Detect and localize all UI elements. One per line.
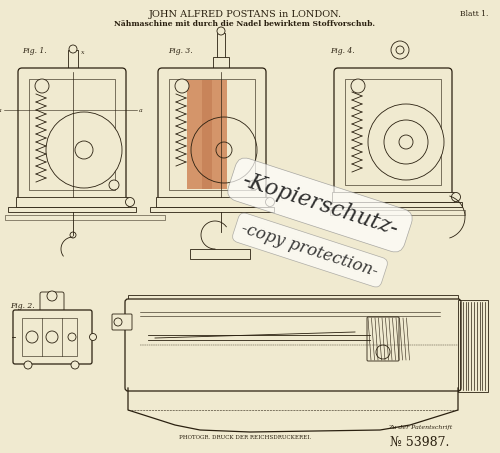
Text: PHOTOGR. DRUCK DER REICHSDRUCKEREI.: PHOTOGR. DRUCK DER REICHSDRUCKEREI. (179, 435, 311, 440)
Bar (29, 79, 115, 190)
Bar (332, 192, 454, 202)
Bar (68, 50, 78, 72)
Bar (324, 202, 462, 207)
Circle shape (396, 46, 404, 54)
Circle shape (351, 79, 365, 93)
Text: Blatt 1.: Blatt 1. (460, 10, 488, 18)
Circle shape (452, 193, 460, 202)
FancyBboxPatch shape (40, 292, 64, 314)
Text: Fig. 4.: Fig. 4. (330, 47, 354, 55)
FancyBboxPatch shape (367, 317, 399, 361)
Text: Zu der Patentschrift: Zu der Patentschrift (388, 425, 452, 430)
Bar (150, 207, 274, 212)
Circle shape (35, 79, 49, 93)
Circle shape (109, 180, 119, 190)
Text: x: x (81, 49, 84, 54)
Circle shape (70, 232, 76, 238)
Circle shape (26, 331, 38, 343)
Circle shape (47, 291, 57, 301)
Text: Fig. 1.: Fig. 1. (22, 47, 46, 55)
Circle shape (126, 198, 134, 207)
Text: Nähmaschine mit durch die Nadel bewirktem Stoffvorschub.: Nähmaschine mit durch die Nadel bewirkte… (114, 20, 376, 28)
Bar (217, 33, 225, 73)
Bar (458, 300, 488, 392)
Text: a: a (139, 107, 143, 112)
Bar (169, 79, 255, 190)
Text: a: a (0, 107, 2, 112)
Circle shape (75, 141, 93, 159)
Circle shape (384, 120, 428, 164)
FancyBboxPatch shape (158, 68, 266, 201)
Text: Fig. 3.: Fig. 3. (168, 47, 192, 55)
FancyBboxPatch shape (112, 314, 132, 330)
Circle shape (24, 361, 32, 369)
Bar (8, 207, 136, 212)
Bar (213, 57, 229, 77)
FancyBboxPatch shape (13, 310, 92, 364)
Circle shape (68, 333, 76, 341)
Bar (202, 80, 212, 189)
Bar (330, 210, 465, 215)
Circle shape (249, 180, 259, 190)
Circle shape (46, 331, 58, 343)
Bar (187, 80, 202, 189)
Text: -copy protection-: -copy protection- (240, 220, 380, 280)
Circle shape (368, 104, 444, 180)
FancyBboxPatch shape (18, 68, 126, 201)
Circle shape (391, 41, 409, 59)
Bar (16, 197, 128, 207)
Circle shape (266, 198, 274, 207)
Circle shape (90, 333, 96, 341)
Text: JOHN ALFRED POSTANS in LONDON.: JOHN ALFRED POSTANS in LONDON. (148, 10, 342, 19)
Circle shape (71, 361, 79, 369)
Circle shape (175, 79, 189, 93)
Circle shape (376, 345, 390, 359)
Bar (156, 197, 268, 207)
Bar (190, 249, 250, 259)
Bar (345, 79, 441, 185)
FancyBboxPatch shape (125, 299, 461, 391)
Circle shape (399, 135, 413, 149)
Bar (5, 215, 165, 220)
Circle shape (46, 112, 122, 188)
Circle shape (217, 27, 225, 35)
Bar (128, 295, 458, 302)
Text: -Kopierschutz-: -Kopierschutz- (239, 169, 401, 241)
Bar (22, 318, 77, 356)
Circle shape (114, 318, 122, 326)
Text: № 53987.: № 53987. (390, 436, 450, 449)
FancyBboxPatch shape (334, 68, 452, 196)
Circle shape (69, 45, 77, 53)
Text: Fig. 2.: Fig. 2. (10, 302, 34, 310)
Bar (212, 80, 227, 189)
